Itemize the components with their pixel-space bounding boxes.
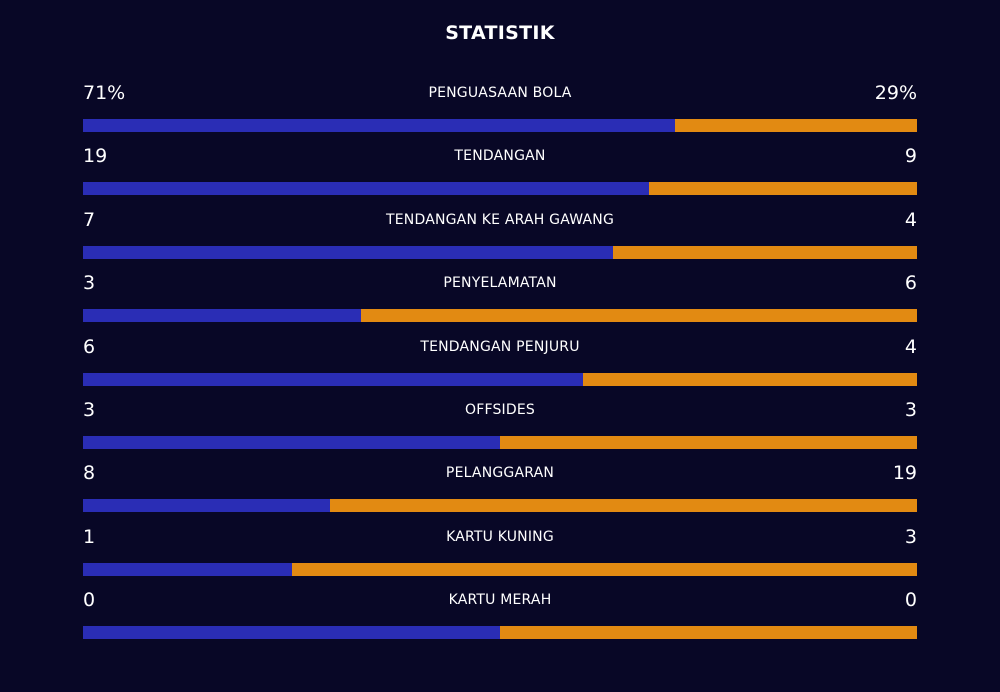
home-value: 1 [83, 525, 96, 548]
away-bar-segment [500, 626, 917, 640]
stat-label: PELANGGARAN [445, 465, 555, 482]
home-bar-segment [83, 435, 500, 449]
away-value: 4 [904, 335, 917, 358]
comparison-bar [83, 435, 917, 449]
comparison-bar [83, 562, 917, 576]
home-bar-segment [83, 562, 292, 576]
stat-label: OFFSIDES [464, 401, 535, 418]
away-value: 0 [904, 589, 917, 612]
home-bar-segment [83, 245, 614, 259]
comparison-bar [83, 182, 917, 196]
away-value: 3 [904, 525, 917, 548]
comparison-bar [83, 309, 917, 323]
away-bar-segment [613, 245, 917, 259]
stat-label: TENDANGAN PENJURU [420, 338, 580, 355]
stat-label: PENGUASAAN BOLA [428, 85, 572, 101]
comparison-bar [83, 372, 917, 386]
home-value: 7 [83, 208, 96, 231]
home-bar-segment [83, 499, 330, 513]
home-value: 8 [83, 462, 96, 485]
stat-label: KARTU MERAH [448, 592, 552, 609]
home-bar-segment [83, 182, 650, 196]
comparison-bar [83, 119, 917, 132]
away-bar-segment [675, 119, 917, 132]
stat-row-offsides: 3 OFFSIDES 3 [83, 397, 917, 460]
stat-label: TENDANGAN [454, 148, 546, 165]
stat-label: KARTU KUNING [446, 528, 554, 545]
home-value: 6 [83, 335, 96, 358]
stats-title: STATISTIK [445, 22, 555, 44]
stat-row-possession: 71% PENGUASAAN BOLA 29% [83, 80, 917, 143]
away-value: 3 [904, 398, 917, 421]
home-bar-segment [83, 372, 584, 386]
away-value: 9 [904, 145, 917, 168]
home-value: 0 [83, 589, 96, 612]
comparison-bar [83, 499, 917, 513]
away-value: 6 [904, 272, 917, 295]
away-bar-segment [360, 309, 917, 323]
home-value: 3 [83, 272, 96, 295]
away-value: 19 [892, 462, 917, 485]
comparison-bar [83, 245, 917, 259]
stats-list: 71% PENGUASAAN BOLA 29% 19 TENDANGAN 9 7… [83, 80, 917, 651]
home-value: 71% [83, 82, 126, 104]
away-bar-segment [649, 182, 917, 196]
away-bar-segment [329, 499, 917, 513]
away-bar-segment [291, 562, 917, 576]
away-bar-segment [500, 435, 917, 449]
away-value: 29% [874, 82, 917, 104]
stat-row-corners: 6 TENDANGAN PENJURU 4 [83, 334, 917, 397]
stat-row-red-cards: 0 KARTU MERAH 0 [83, 587, 917, 650]
home-value: 3 [83, 398, 96, 421]
away-value: 4 [904, 208, 917, 231]
home-bar-segment [83, 626, 500, 640]
stat-row-shots-on-target: 7 TENDANGAN KE ARAH GAWANG 4 [83, 207, 917, 270]
stat-label: PENYELAMATAN [443, 275, 557, 292]
stat-row-yellow-cards: 1 KARTU KUNING 3 [83, 524, 917, 587]
stat-row-fouls: 8 PELANGGARAN 19 [83, 460, 917, 523]
home-value: 19 [83, 145, 108, 168]
home-bar-segment [83, 119, 676, 132]
home-bar-segment [83, 309, 361, 323]
away-bar-segment [583, 372, 917, 386]
stat-row-shots: 19 TENDANGAN 9 [83, 143, 917, 206]
comparison-bar [83, 626, 917, 640]
stat-row-saves: 3 PENYELAMATAN 6 [83, 270, 917, 333]
stat-label: TENDANGAN KE ARAH GAWANG [385, 211, 614, 228]
